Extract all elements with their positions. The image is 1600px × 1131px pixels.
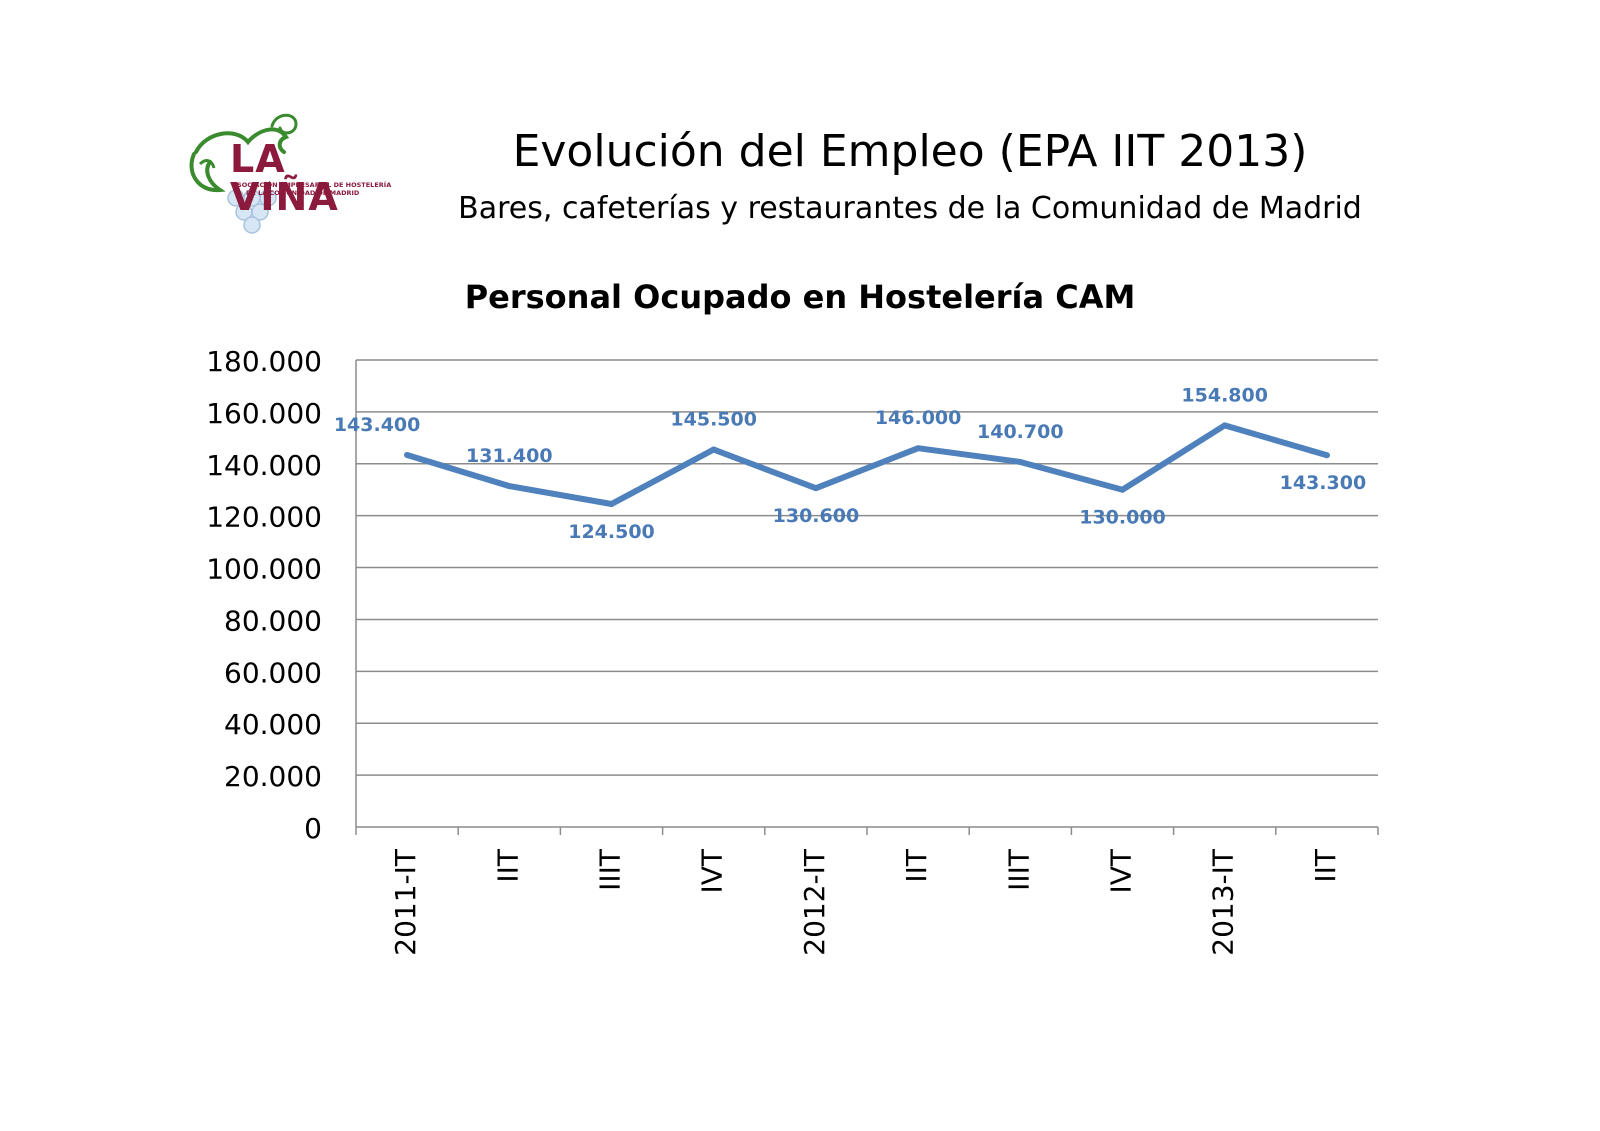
x-tick-label: IVT: [696, 848, 729, 893]
data-point: [506, 483, 513, 490]
data-point: [1119, 486, 1126, 493]
y-tick-label: 180.000: [206, 345, 322, 378]
chart-title: Personal Ocupado en Hostelería CAM: [464, 278, 1136, 316]
data-point: [404, 451, 411, 458]
data-point: [1017, 458, 1024, 465]
x-tick-label: IVT: [1105, 848, 1138, 893]
x-tick-label: IIIT: [1002, 848, 1035, 891]
data-label: 154.800: [1181, 384, 1268, 406]
data-label: 124.500: [568, 521, 655, 543]
x-tick-label: IIT: [1309, 848, 1342, 883]
data-point: [915, 445, 922, 452]
y-tick-label: 160.000: [206, 397, 322, 430]
y-tick-label: 120.000: [206, 501, 322, 534]
logo-tagline-2: DE LA COMUNIDAD DE MADRID: [246, 189, 360, 197]
page-subtitle: Bares, cafeterías y restaurantes de la C…: [458, 191, 1362, 226]
series-line: [404, 422, 1330, 507]
x-tick-label: IIT: [491, 848, 524, 883]
la-vina-logo: LA VIÑA ASOCIACIÓN EMPRESARIAL DE HOSTEL…: [186, 112, 406, 242]
data-label: 143.400: [334, 414, 421, 436]
x-tick-label: IIIT: [594, 848, 627, 891]
x-tick-label: 2013-IT: [1207, 848, 1240, 956]
data-point: [1221, 422, 1228, 429]
data-label: 145.500: [670, 409, 757, 431]
data-label: 146.000: [875, 407, 962, 429]
y-tick-label: 60.000: [224, 656, 322, 689]
data-label: 130.600: [773, 505, 860, 527]
y-tick-label: 40.000: [224, 708, 322, 741]
logo-tagline-1: ASOCIACIÓN EMPRESARIAL DE HOSTELERÍA: [232, 181, 392, 189]
data-label: 140.700: [977, 421, 1064, 443]
y-tick-label: 20.000: [224, 760, 322, 793]
data-label: 130.000: [1079, 507, 1166, 529]
y-tick-label: 140.000: [206, 449, 322, 482]
y-tick-label: 0: [304, 812, 322, 845]
data-point: [710, 446, 717, 453]
page-title: Evolución del Empleo (EPA IIT 2013): [512, 126, 1308, 177]
logo-wordmark: LA VIÑA: [230, 137, 339, 219]
data-point: [812, 485, 819, 492]
y-tick-label: 80.000: [224, 604, 322, 637]
data-point: [608, 500, 615, 507]
y-tick-label: 100.000: [206, 553, 322, 586]
x-tick-label: 2011-IT: [389, 848, 422, 956]
data-label: 143.300: [1280, 472, 1367, 494]
data-label: 131.400: [466, 445, 553, 467]
data-point: [1323, 452, 1330, 459]
x-tick-label: 2012-IT: [798, 848, 831, 956]
vine-grapes-icon: [189, 113, 298, 234]
x-tick-label: IIT: [900, 848, 933, 883]
